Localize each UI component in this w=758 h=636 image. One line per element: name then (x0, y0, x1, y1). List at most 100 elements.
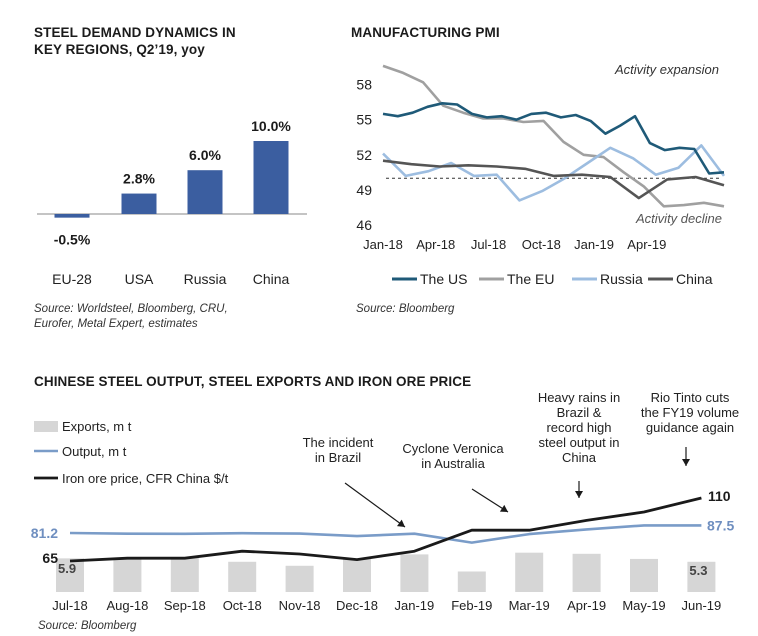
annotation-3-line: China (562, 450, 597, 465)
bar-china (253, 141, 289, 214)
x-tick-label: Dec-18 (336, 598, 378, 613)
y-tick-label: 46 (356, 217, 372, 233)
x-tick-label: Aug-18 (106, 598, 148, 613)
annotation-4-line: Rio Tinto cuts (651, 390, 730, 405)
bar-russia (187, 170, 223, 214)
exports-bar-may-19 (630, 558, 658, 592)
annotation-activity-expansion: Activity expansion (614, 62, 719, 77)
iron-start-label: 65 (42, 550, 58, 566)
exports-bar-nov-18 (285, 565, 314, 592)
annotation-1-arrow-shaft (344, 482, 406, 528)
x-tick-label: May-19 (622, 598, 665, 613)
steel-demand-bar-chart: -0.5% EU-28 2.8% USA 6.0% Russia 10.0% China (37, 118, 307, 287)
exports-bar-feb-19 (457, 571, 486, 592)
exports-bar-apr-19 (572, 553, 601, 592)
x-tick-label: Jan-18 (363, 237, 403, 252)
y-tick-label: 52 (356, 147, 372, 163)
x-tick-label: Apr-19 (567, 598, 606, 613)
pmi-line-chart: 46 49 52 55 58 Jan-18 Apr-18 Jul-18 Oct-18 Jan-19… (356, 62, 726, 287)
legend-label-us: The US (420, 271, 467, 287)
annotation-1-line: The incident (303, 435, 374, 450)
annotation-2-line: in Australia (421, 456, 485, 471)
annotation-3-line: steel output in (539, 435, 620, 450)
x-tick-label: Jul-18 (471, 237, 506, 252)
data-label: 10.0% (251, 118, 291, 134)
x-tick-label: EU-28 (52, 271, 92, 287)
series-line-eu (382, 64, 725, 208)
panel2-title: MANUFACTURING PMI (351, 25, 500, 40)
panel1-source: Source: Worldsteel, Bloomberg, CRU, Euro… (34, 302, 228, 332)
y-tick-label: 49 (356, 182, 372, 198)
series-line-us (382, 101, 725, 175)
x-tick-label: China (253, 271, 290, 287)
bar-usa (121, 193, 157, 214)
panel1-source-line1: Source: Worldsteel, Bloomberg, CRU, (34, 303, 228, 315)
x-tick-label: Jul-18 (52, 598, 87, 613)
x-tick-label: USA (125, 271, 154, 287)
x-tick-label: Nov-18 (279, 598, 321, 613)
annotation-4-line: the FY19 volume (641, 405, 739, 420)
annotation-2-arrow-shaft (471, 488, 509, 513)
panel3-source: Source: Bloomberg (38, 620, 137, 632)
legend-label-eu: The EU (507, 271, 554, 287)
legend-label-china: China (676, 271, 713, 287)
x-tick-label: Jun-19 (682, 598, 722, 613)
panel1-title-line1: STEEL DEMAND DYNAMICS IN (34, 25, 236, 40)
data-label: -0.5% (54, 232, 91, 248)
panel1-source-line2: Eurofer, Metal Expert, estimates (34, 318, 198, 330)
data-label: 6.0% (189, 147, 221, 163)
output-end-label: 87.5 (707, 517, 734, 533)
exports-bar-mar-19 (515, 552, 544, 592)
x-tick-label: Sep-18 (164, 598, 206, 613)
exports-bar-oct-18 (228, 561, 257, 592)
data-label: 2.8% (123, 171, 155, 187)
x-tick-label: Oct-18 (223, 598, 262, 613)
x-tick-label: Apr-18 (416, 237, 455, 252)
exports-bar-jun-19 (687, 561, 716, 592)
annotation-1-line: in Brazil (315, 450, 361, 465)
y-tick-label: 55 (356, 112, 372, 128)
panel3-title: CHINESE STEEL OUTPUT, STEEL EXPORTS AND … (34, 374, 472, 389)
x-tick-label: Feb-19 (451, 598, 492, 613)
output-start-label: 81.2 (31, 525, 58, 541)
y-tick-label: 58 (356, 77, 372, 93)
annotation-3-arrow-head (575, 491, 583, 498)
china-steel-combo-chart: Jul-18 Aug-18 Sep-18 Oct-18 Nov-18 Dec-18 Jan-… (31, 390, 739, 613)
legend-label-exports: Exports, m t (62, 419, 132, 434)
annotation-4-arrow-head (682, 459, 690, 466)
annotation-1-arrow-head (397, 519, 405, 527)
exports-bar-jan-19 (400, 554, 429, 592)
x-tick-label: Mar-19 (509, 598, 550, 613)
exports-start-label: 5.9 (58, 561, 76, 576)
annotation-3-line: Heavy rains in (538, 390, 620, 405)
x-tick-label: Apr-19 (627, 237, 666, 252)
x-tick-label: Oct-18 (522, 237, 561, 252)
annotation-2-line: Cyclone Veronica (402, 441, 504, 456)
exports-bar-jul-18 (56, 558, 84, 592)
exports-end-label: 5.3 (689, 563, 707, 578)
annotation-4-line: guidance again (646, 420, 734, 435)
annotation-2-arrow-head (499, 504, 508, 512)
exports-bar-aug-18 (113, 557, 142, 592)
legend-label-iron-ore: Iron ore price, CFR China $/t (62, 471, 229, 486)
exports-bar-sep-18 (170, 557, 199, 592)
iron-ore-line (69, 496, 702, 563)
iron-end-label: 110 (708, 488, 731, 504)
series-line-russia (382, 144, 726, 202)
legend-swatch-exports (34, 421, 58, 432)
output-line (69, 524, 702, 544)
series-line-china (382, 159, 725, 200)
exports-bar-dec-18 (343, 558, 371, 592)
annotation-3-line: Brazil & (557, 405, 602, 420)
annotation-activity-decline: Activity decline (635, 211, 722, 226)
panel2-source: Source: Bloomberg (356, 303, 455, 315)
panel1-title-line2: KEY REGIONS, Q2’19, yoy (34, 42, 205, 57)
x-tick-label: Jan-19 (574, 237, 614, 252)
legend-label-russia: Russia (600, 271, 643, 287)
panel1-title: STEEL DEMAND DYNAMICS IN KEY REGIONS, Q2… (34, 24, 236, 58)
legend-label-output: Output, m t (62, 444, 127, 459)
x-tick-label: Russia (184, 271, 227, 287)
bar-eu-28 (54, 214, 90, 218)
x-tick-label: Jan-19 (395, 598, 435, 613)
annotation-3-line: record high (546, 420, 611, 435)
